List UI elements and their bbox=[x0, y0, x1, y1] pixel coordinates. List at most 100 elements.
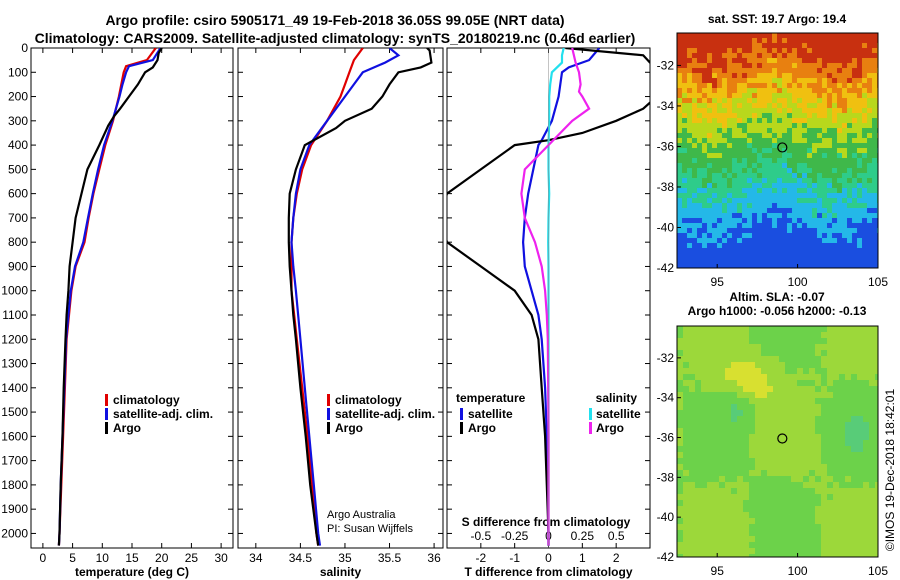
map-cell bbox=[797, 428, 803, 434]
map-cell bbox=[727, 263, 732, 268]
map-cell bbox=[803, 500, 809, 506]
map-cell bbox=[817, 88, 822, 93]
map-cell bbox=[839, 392, 845, 398]
map-cell bbox=[787, 58, 792, 63]
map-cell bbox=[822, 263, 827, 268]
map-cell bbox=[815, 434, 821, 440]
map-cell bbox=[833, 416, 839, 422]
map-cell bbox=[687, 113, 692, 118]
map-cell bbox=[803, 482, 809, 488]
map-cell bbox=[767, 386, 773, 392]
map-cell bbox=[803, 392, 809, 398]
map-cell bbox=[727, 93, 732, 98]
map-cell bbox=[687, 223, 692, 228]
map-cell bbox=[682, 153, 687, 158]
map-cell bbox=[847, 33, 852, 38]
map-cell bbox=[851, 452, 857, 458]
map-cell bbox=[875, 338, 878, 344]
map-cell bbox=[842, 173, 847, 178]
map-cell bbox=[772, 258, 777, 263]
map-cell bbox=[847, 83, 852, 88]
map-cell bbox=[782, 193, 787, 198]
map-cell bbox=[845, 518, 851, 524]
map-cell bbox=[822, 258, 827, 263]
map-cell bbox=[797, 118, 802, 123]
map-cell bbox=[807, 223, 812, 228]
map-cell bbox=[787, 98, 792, 103]
map-cell bbox=[822, 48, 827, 53]
map-cell bbox=[782, 63, 787, 68]
map-cell bbox=[833, 398, 839, 404]
map-cell bbox=[857, 213, 862, 218]
map-cell bbox=[782, 168, 787, 173]
map-cell bbox=[692, 248, 697, 253]
map-cell bbox=[872, 53, 877, 58]
credit-line1: Argo Australia bbox=[327, 509, 396, 521]
map-cell bbox=[772, 33, 777, 38]
map-cell bbox=[857, 113, 862, 118]
map-cell bbox=[839, 398, 845, 404]
map-cell bbox=[875, 500, 878, 506]
map-cell bbox=[797, 203, 802, 208]
map-cell bbox=[787, 263, 792, 268]
x-tick-label: 2 bbox=[613, 551, 620, 565]
map-cell bbox=[682, 38, 687, 43]
map-cell bbox=[875, 554, 878, 557]
map-cell bbox=[812, 183, 817, 188]
map-cell bbox=[707, 128, 712, 133]
map-cell bbox=[862, 113, 867, 118]
map-cell bbox=[857, 193, 862, 198]
map-cell bbox=[702, 243, 707, 248]
map-cell bbox=[719, 344, 725, 350]
map-cell bbox=[809, 386, 815, 392]
map-cell bbox=[857, 238, 862, 243]
map-cell bbox=[827, 78, 832, 83]
map-cell bbox=[687, 198, 692, 203]
map-cell bbox=[852, 198, 857, 203]
map-cell bbox=[725, 380, 731, 386]
map-cell bbox=[807, 138, 812, 143]
map-cell bbox=[839, 506, 845, 512]
map-cell bbox=[815, 446, 821, 452]
map-cell bbox=[702, 68, 707, 73]
x-tick-label: 95 bbox=[711, 275, 725, 289]
map-cell bbox=[791, 326, 797, 332]
map-cell bbox=[837, 38, 842, 43]
map-cell bbox=[749, 392, 755, 398]
map-cell bbox=[822, 183, 827, 188]
map-cell bbox=[737, 148, 742, 153]
map-cell bbox=[797, 258, 802, 263]
map-cell bbox=[757, 83, 762, 88]
map-cell bbox=[772, 158, 777, 163]
map-cell bbox=[719, 548, 725, 554]
map-cell bbox=[713, 506, 719, 512]
map-cell bbox=[752, 153, 757, 158]
map-cell bbox=[707, 344, 713, 350]
map-cell bbox=[747, 203, 752, 208]
map-cell bbox=[797, 173, 802, 178]
map-cell bbox=[845, 362, 851, 368]
map-cell bbox=[875, 458, 878, 464]
map-cell bbox=[812, 223, 817, 228]
copyright-text: ©IMOS 19-Dec-2018 18:42:01 bbox=[883, 389, 897, 552]
map-cell bbox=[767, 223, 772, 228]
map-cell bbox=[779, 446, 785, 452]
map-cell bbox=[682, 148, 687, 153]
map-cell bbox=[782, 113, 787, 118]
map-cell bbox=[817, 178, 822, 183]
map-cell bbox=[817, 53, 822, 58]
map-cell bbox=[802, 68, 807, 73]
map-cell bbox=[737, 183, 742, 188]
map-cell bbox=[737, 530, 743, 536]
map-cell bbox=[707, 506, 713, 512]
map-cell bbox=[713, 392, 719, 398]
map-cell bbox=[785, 386, 791, 392]
map-cell bbox=[752, 103, 757, 108]
map-cell bbox=[807, 118, 812, 123]
legend-swatch-satellite bbox=[327, 408, 330, 420]
map-cell bbox=[802, 203, 807, 208]
map-cell bbox=[749, 404, 755, 410]
map-cell bbox=[767, 536, 773, 542]
map-cell bbox=[749, 500, 755, 506]
legend-swatch-t-argo bbox=[460, 422, 463, 434]
